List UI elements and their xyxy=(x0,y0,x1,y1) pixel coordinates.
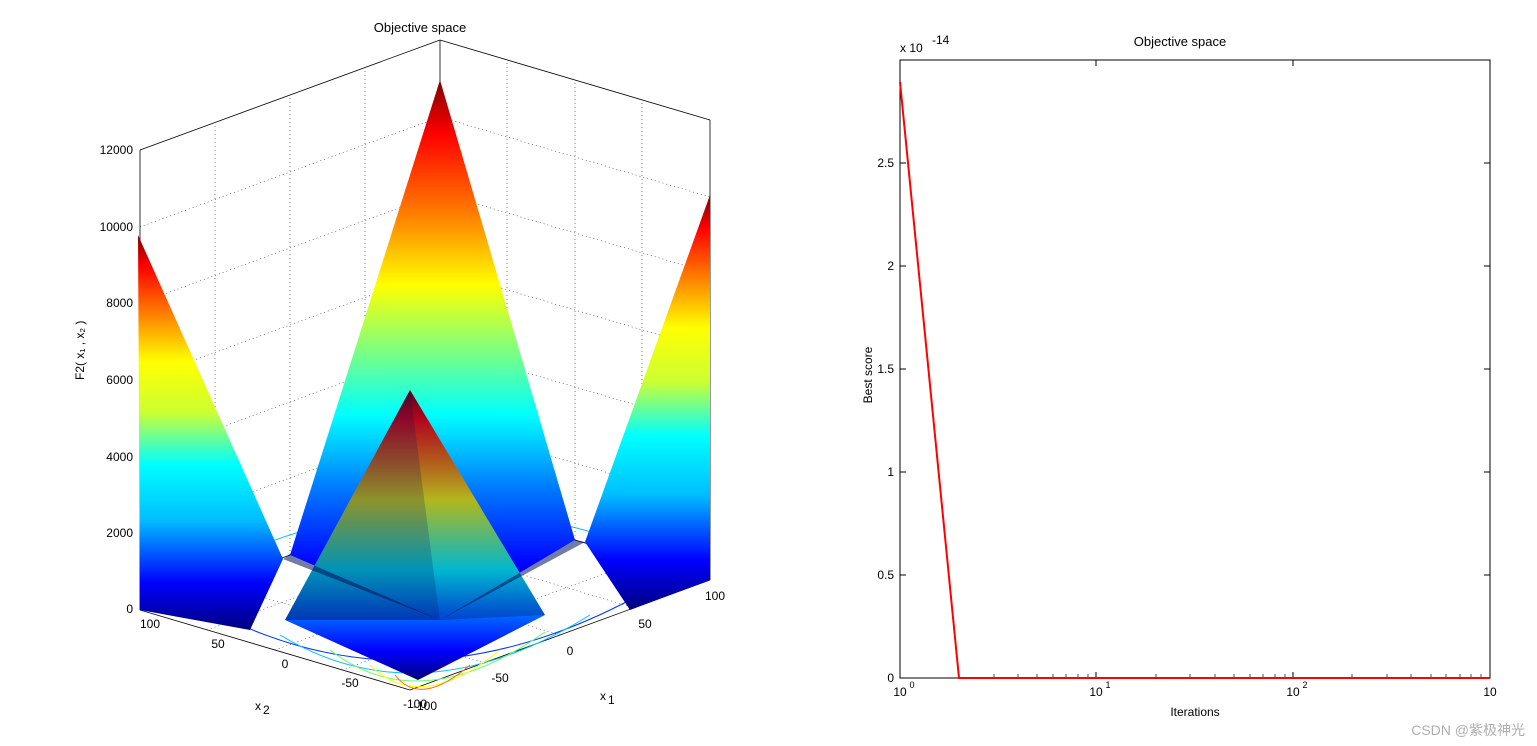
convergence-plot: Objective space x 10 -14 00.51 1.522.5 xyxy=(860,30,1500,720)
ylabel-2d: Best score xyxy=(861,346,875,403)
svg-text:1: 1 xyxy=(1105,680,1110,690)
svg-text:0: 0 xyxy=(887,671,894,685)
svg-text:10: 10 xyxy=(1089,685,1103,699)
svg-text:0: 0 xyxy=(282,657,289,671)
svg-text:2.5: 2.5 xyxy=(877,156,894,170)
svg-text:4000: 4000 xyxy=(106,450,133,464)
svg-text:0: 0 xyxy=(909,680,914,690)
svg-text:1: 1 xyxy=(887,465,894,479)
svg-text:50: 50 xyxy=(211,637,225,651)
convergence-svg: x 10 -14 00.51 1.522.5 xyxy=(860,30,1500,720)
y-ticklabels-2d: 0 0.5 1 1.5 2 2.5 xyxy=(877,156,894,685)
svg-text:1: 1 xyxy=(608,693,615,707)
svg-text:10: 10 xyxy=(893,685,907,699)
svg-text:0.5: 0.5 xyxy=(877,568,894,582)
ylabel: x xyxy=(255,699,261,713)
surface-left-spike xyxy=(138,235,283,630)
convergence-title: Objective space xyxy=(860,34,1500,49)
svg-text:10: 10 xyxy=(1286,685,1300,699)
svg-text:8000: 8000 xyxy=(106,296,133,310)
x-ticklabels-2d: 100 101 102 103 xyxy=(893,680,1500,699)
svg-text:10: 10 xyxy=(1483,685,1497,699)
surface-right-spike xyxy=(585,195,710,610)
svg-text:3: 3 xyxy=(1499,680,1500,690)
watermark: CSDN @紫极神光 xyxy=(1411,720,1525,740)
svg-text:10000: 10000 xyxy=(100,220,134,234)
svg-text:100: 100 xyxy=(140,617,160,631)
svg-text:50: 50 xyxy=(638,617,652,631)
svg-text:0: 0 xyxy=(126,602,133,616)
z-ticks: 0 2000 4000 6000 8000 10000 12000 xyxy=(100,143,134,616)
svg-text:12000: 12000 xyxy=(100,143,134,157)
svg-text:0: 0 xyxy=(567,644,574,658)
xlabel: x xyxy=(600,689,606,703)
xlabel-2d: Iterations xyxy=(1170,705,1219,719)
svg-text:2000: 2000 xyxy=(106,526,133,540)
axes-box-2d xyxy=(900,60,1490,678)
svg-text:100: 100 xyxy=(705,589,725,603)
surface-plot: Objective space xyxy=(70,20,770,720)
svg-text:2: 2 xyxy=(887,259,894,273)
svg-text:-50: -50 xyxy=(491,671,509,685)
figure: Objective space xyxy=(0,0,1537,746)
svg-text:2: 2 xyxy=(1302,680,1307,690)
zlabel: F2( x₁ , x₂ ) xyxy=(73,321,87,380)
svg-text:1.5: 1.5 xyxy=(877,362,894,376)
surface-title: Objective space xyxy=(70,20,770,35)
surface-svg: 0 2000 4000 6000 8000 10000 12000 100 50 0 -50… xyxy=(70,20,770,720)
svg-text:2: 2 xyxy=(263,703,270,717)
svg-text:6000: 6000 xyxy=(106,373,133,387)
svg-text:-100: -100 xyxy=(413,699,437,713)
svg-text:-50: -50 xyxy=(341,676,359,690)
